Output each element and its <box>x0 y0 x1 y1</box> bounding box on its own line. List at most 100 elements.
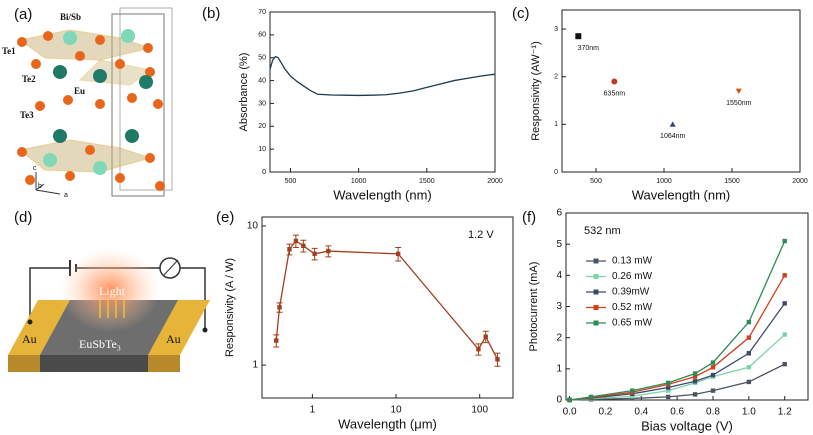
device-illustration: (d) Light Au EuSbTe₃ Au <box>8 209 210 372</box>
legend-label: 0.52 mW <box>612 302 653 313</box>
series-line <box>569 240 786 401</box>
x-axis-label: Bias voltage (V) <box>641 418 733 433</box>
x-tick-label: 0.2 <box>598 407 612 418</box>
panel-label: (c) <box>512 5 530 22</box>
series-line <box>275 240 499 360</box>
atom-label: Eu <box>74 86 85 96</box>
marker <box>710 388 716 393</box>
x-tick-label: 100 <box>471 405 488 416</box>
annotation: 532 nm <box>584 225 621 237</box>
marker <box>593 305 599 310</box>
marker <box>782 273 787 278</box>
y-tick-label: 20 <box>258 123 266 130</box>
y-tick-label: 0 <box>262 169 266 176</box>
marker <box>301 243 306 249</box>
y-tick-label: 50 <box>258 55 266 62</box>
x-tick-label: 0.6 <box>670 407 684 418</box>
legend-label: 0.13 mW <box>612 256 653 267</box>
marker <box>746 379 752 385</box>
y-tick-label: 40 <box>258 77 266 84</box>
x-tick-label: 500 <box>285 178 297 185</box>
x-tick-label: 1500 <box>724 178 740 185</box>
y-tick-label: 5 <box>556 239 562 250</box>
marker <box>567 397 572 403</box>
panel-label: (e) <box>216 209 234 226</box>
marker <box>588 394 594 400</box>
y-tick-label: 3 <box>554 26 558 33</box>
marker <box>274 338 279 343</box>
series-line <box>569 334 786 401</box>
axis-label: b <box>38 183 42 190</box>
series-line <box>569 303 786 401</box>
x-tick-label: 1 <box>310 405 316 416</box>
plot-frame <box>261 216 514 399</box>
atom-label: Te1 <box>2 46 16 56</box>
light-label: Light <box>99 284 126 298</box>
marker <box>692 371 698 376</box>
x-tick-label: 1500 <box>419 178 435 185</box>
marker <box>782 332 787 337</box>
y-tick-label: 2 <box>556 332 562 343</box>
marker <box>665 388 671 393</box>
marker <box>476 347 481 352</box>
marker <box>293 238 299 244</box>
marker <box>593 289 599 295</box>
y-tick-label: 1 <box>556 363 562 374</box>
marker <box>630 388 635 393</box>
x-tick-label: 0.8 <box>706 407 720 418</box>
marker <box>495 357 500 362</box>
x-tick-label: 1000 <box>351 178 367 185</box>
marker <box>746 335 752 340</box>
marker <box>593 274 599 279</box>
y-tick-label: 4 <box>556 270 562 281</box>
y-tick-label: 60 <box>258 32 266 39</box>
y-axis-label: Absorbance (%) <box>238 53 250 132</box>
marker <box>287 247 292 252</box>
x-axis-label: Wavelength (nm) <box>333 187 432 202</box>
marker <box>326 248 331 254</box>
marker <box>746 365 752 370</box>
electrode-label: Au <box>166 332 181 346</box>
marker <box>312 251 317 257</box>
marker <box>593 320 599 326</box>
y-tick-label: 10 <box>247 221 259 232</box>
x-tick-label: 2000 <box>792 178 808 185</box>
marker <box>710 372 716 378</box>
legend-label: 0.26 mW <box>612 271 653 282</box>
marker <box>575 33 582 40</box>
marker <box>665 385 671 390</box>
series-line <box>569 275 786 401</box>
crystal-illustration: (a) Bi/Sb Te1 Te2 Eu Te3 c b a <box>2 6 173 199</box>
plot-frame <box>565 212 809 401</box>
marker <box>710 360 716 365</box>
series-line <box>569 363 785 401</box>
marker <box>665 380 671 386</box>
x-tick-label: 0.0 <box>563 407 577 418</box>
y-axis-label: Responsivity (A / W) <box>224 258 236 357</box>
material-label: EuSbTe₃ <box>79 337 121 351</box>
marker <box>782 361 787 367</box>
atom-label: Te3 <box>20 110 34 120</box>
y-tick-label: 6 <box>556 208 562 219</box>
marker <box>630 394 635 399</box>
marker <box>692 392 698 397</box>
x-tick-label: 2000 <box>487 178 503 185</box>
plot-frame <box>269 11 496 173</box>
axis-label: c <box>33 165 37 172</box>
x-tick-label: 1000 <box>656 178 672 185</box>
legend-label: 0.39mW <box>612 287 650 298</box>
x-tick-label: 10 <box>390 405 402 416</box>
marker <box>692 374 698 379</box>
marker <box>746 319 752 325</box>
y-tick-label: 1 <box>554 121 558 128</box>
plot-frame <box>561 9 801 173</box>
marker <box>483 334 488 339</box>
panel-label: (f) <box>522 209 536 226</box>
y-tick-label: 1 <box>252 360 258 371</box>
panel-label: (a) <box>14 6 32 23</box>
marker <box>735 88 742 94</box>
point-label: 1064nm <box>660 133 685 140</box>
series-line <box>269 55 496 97</box>
marker <box>746 351 752 356</box>
